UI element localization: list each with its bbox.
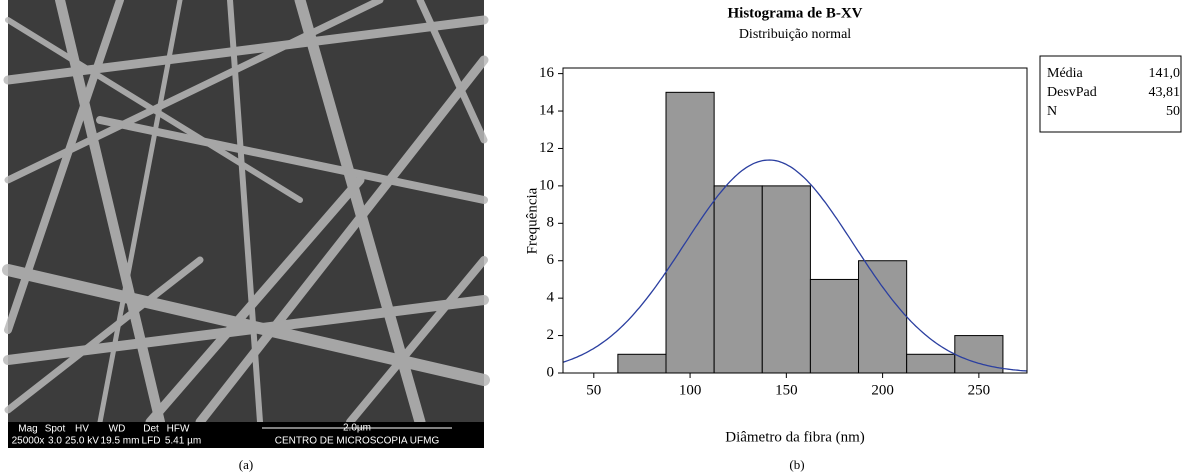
- y-axis-label: Frequência: [524, 187, 540, 254]
- bar: [617, 353, 667, 374]
- plot-frame: [562, 67, 1028, 374]
- stats-box: [1039, 55, 1182, 133]
- sem-image: [2, 0, 490, 448]
- info-value: LFD: [142, 436, 161, 447]
- y-tick-label: 8: [547, 215, 555, 231]
- fibers: [2, 0, 490, 428]
- bar: [858, 260, 908, 374]
- stat-value: 141,0: [1149, 66, 1181, 81]
- info-value: 25000x: [12, 436, 45, 447]
- y-tick-label: 6: [547, 252, 555, 268]
- info-label: WD: [109, 424, 126, 435]
- stat-value: 43,81: [1149, 85, 1181, 100]
- info-value: 5.41 µm: [165, 436, 201, 447]
- caption: (a): [239, 457, 253, 472]
- bar: [906, 353, 956, 374]
- chart-subtitle: Distribuição normal: [739, 27, 851, 42]
- x-tick-label: 250: [968, 382, 991, 398]
- normal-curve: [562, 159, 1028, 372]
- caption: (b): [789, 457, 804, 472]
- info-label: HV: [75, 424, 89, 435]
- bar: [761, 185, 811, 374]
- y-tick-label: 12: [539, 140, 554, 156]
- y-tick-label: 4: [547, 290, 555, 306]
- y-tick-label: 2: [547, 327, 555, 343]
- info-value: 25.0 kV: [65, 436, 99, 447]
- y-tick-label: 16: [539, 65, 555, 81]
- info-value: 19.5 mm: [101, 436, 140, 447]
- scale-bar-label: 2.0µm: [343, 423, 371, 434]
- stat-value: 50: [1166, 104, 1180, 119]
- lab-name: CENTRO DE MICROSCOPIA UFMG: [275, 436, 440, 447]
- bar: [713, 185, 763, 374]
- x-tick-label: 150: [775, 382, 798, 398]
- stat-name: N: [1047, 104, 1057, 119]
- info-value: 3.0: [48, 436, 62, 447]
- bar: [809, 278, 860, 374]
- info-label: HFW: [167, 424, 190, 435]
- x-tick-label: 200: [871, 382, 894, 398]
- stat-name: DesvPad: [1047, 85, 1097, 100]
- info-bar: [8, 422, 484, 448]
- y-tick-label: 10: [539, 177, 554, 193]
- chart-title: Histograma de B-XV: [728, 5, 863, 21]
- x-tick-label: 50: [586, 382, 601, 398]
- y-tick-label: 0: [547, 364, 555, 380]
- info-label: Spot: [45, 424, 66, 435]
- x-tick-label: 100: [679, 382, 702, 398]
- info-label: Mag: [18, 424, 37, 435]
- info-label: Det: [143, 424, 159, 435]
- y-tick-label: 14: [539, 102, 555, 118]
- bar: [665, 91, 715, 374]
- x-axis-label: Diâmetro da fibra (nm): [725, 429, 865, 445]
- stat-name: Média: [1047, 66, 1084, 81]
